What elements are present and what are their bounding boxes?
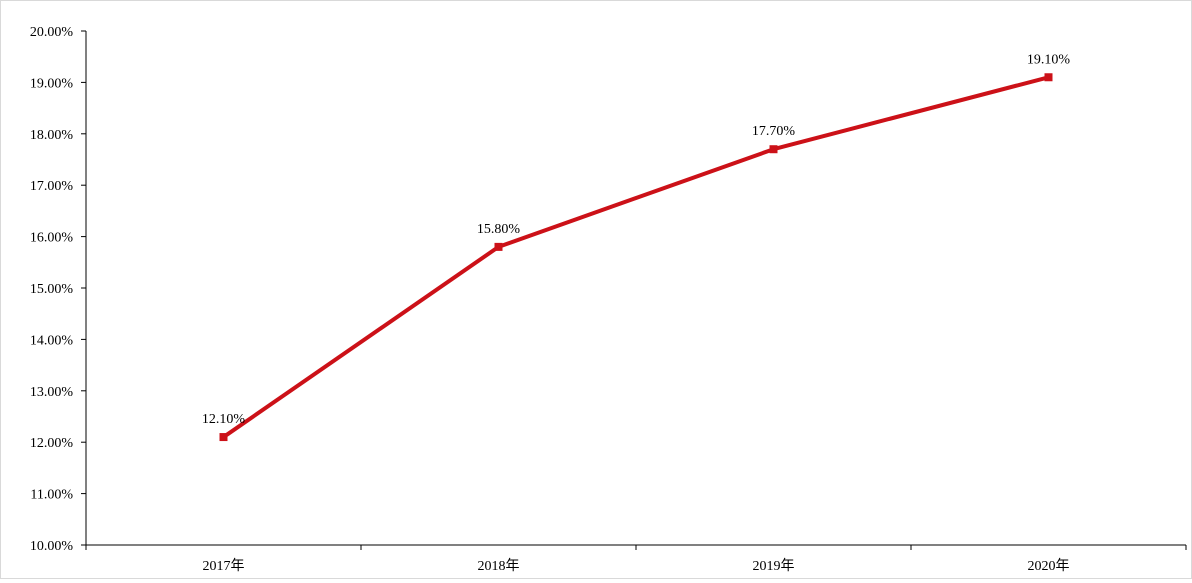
- x-ticks: 2017年 2018年 2019年 2020年: [85, 545, 1187, 574]
- data-label: 19.10%: [1027, 52, 1071, 67]
- y-tick-label: 10.00%: [30, 539, 74, 554]
- y-tick-label: 15.00%: [30, 282, 74, 297]
- x-tick-label: 2017年: [203, 558, 245, 574]
- y-tick-label: 19.00%: [30, 76, 74, 91]
- axes: [85, 31, 1186, 546]
- y-tick-label: 14.00%: [30, 333, 74, 348]
- data-labels: 12.10% 15.80% 17.70% 19.10%: [202, 52, 1071, 427]
- y-tick-label: 16.00%: [30, 231, 74, 246]
- y-tick-label: 12.00%: [30, 436, 74, 451]
- data-point: [219, 433, 228, 442]
- data-label: 15.80%: [477, 222, 521, 237]
- x-tick-label: 2019年: [753, 558, 795, 574]
- y-tick-label: 13.00%: [30, 385, 74, 400]
- data-point: [494, 242, 503, 251]
- series-layer: [219, 73, 1053, 442]
- data-point: [1044, 73, 1053, 82]
- series-line: [222, 75, 1050, 439]
- data-label: 12.10%: [202, 412, 246, 427]
- y-tick-label: 11.00%: [30, 488, 73, 503]
- y-tick-label: 20.00%: [30, 25, 74, 40]
- y-ticks: 10.00% 11.00% 12.00% 13.00% 14.00% 15.00% 16.0…: [30, 25, 86, 554]
- y-tick-label: 18.00%: [30, 128, 74, 143]
- y-tick-label: 17.00%: [30, 179, 74, 194]
- data-point: [769, 145, 778, 154]
- data-label: 17.70%: [752, 124, 796, 139]
- x-tick-label: 2020年: [1028, 558, 1070, 574]
- x-tick-label: 2018年: [478, 558, 520, 574]
